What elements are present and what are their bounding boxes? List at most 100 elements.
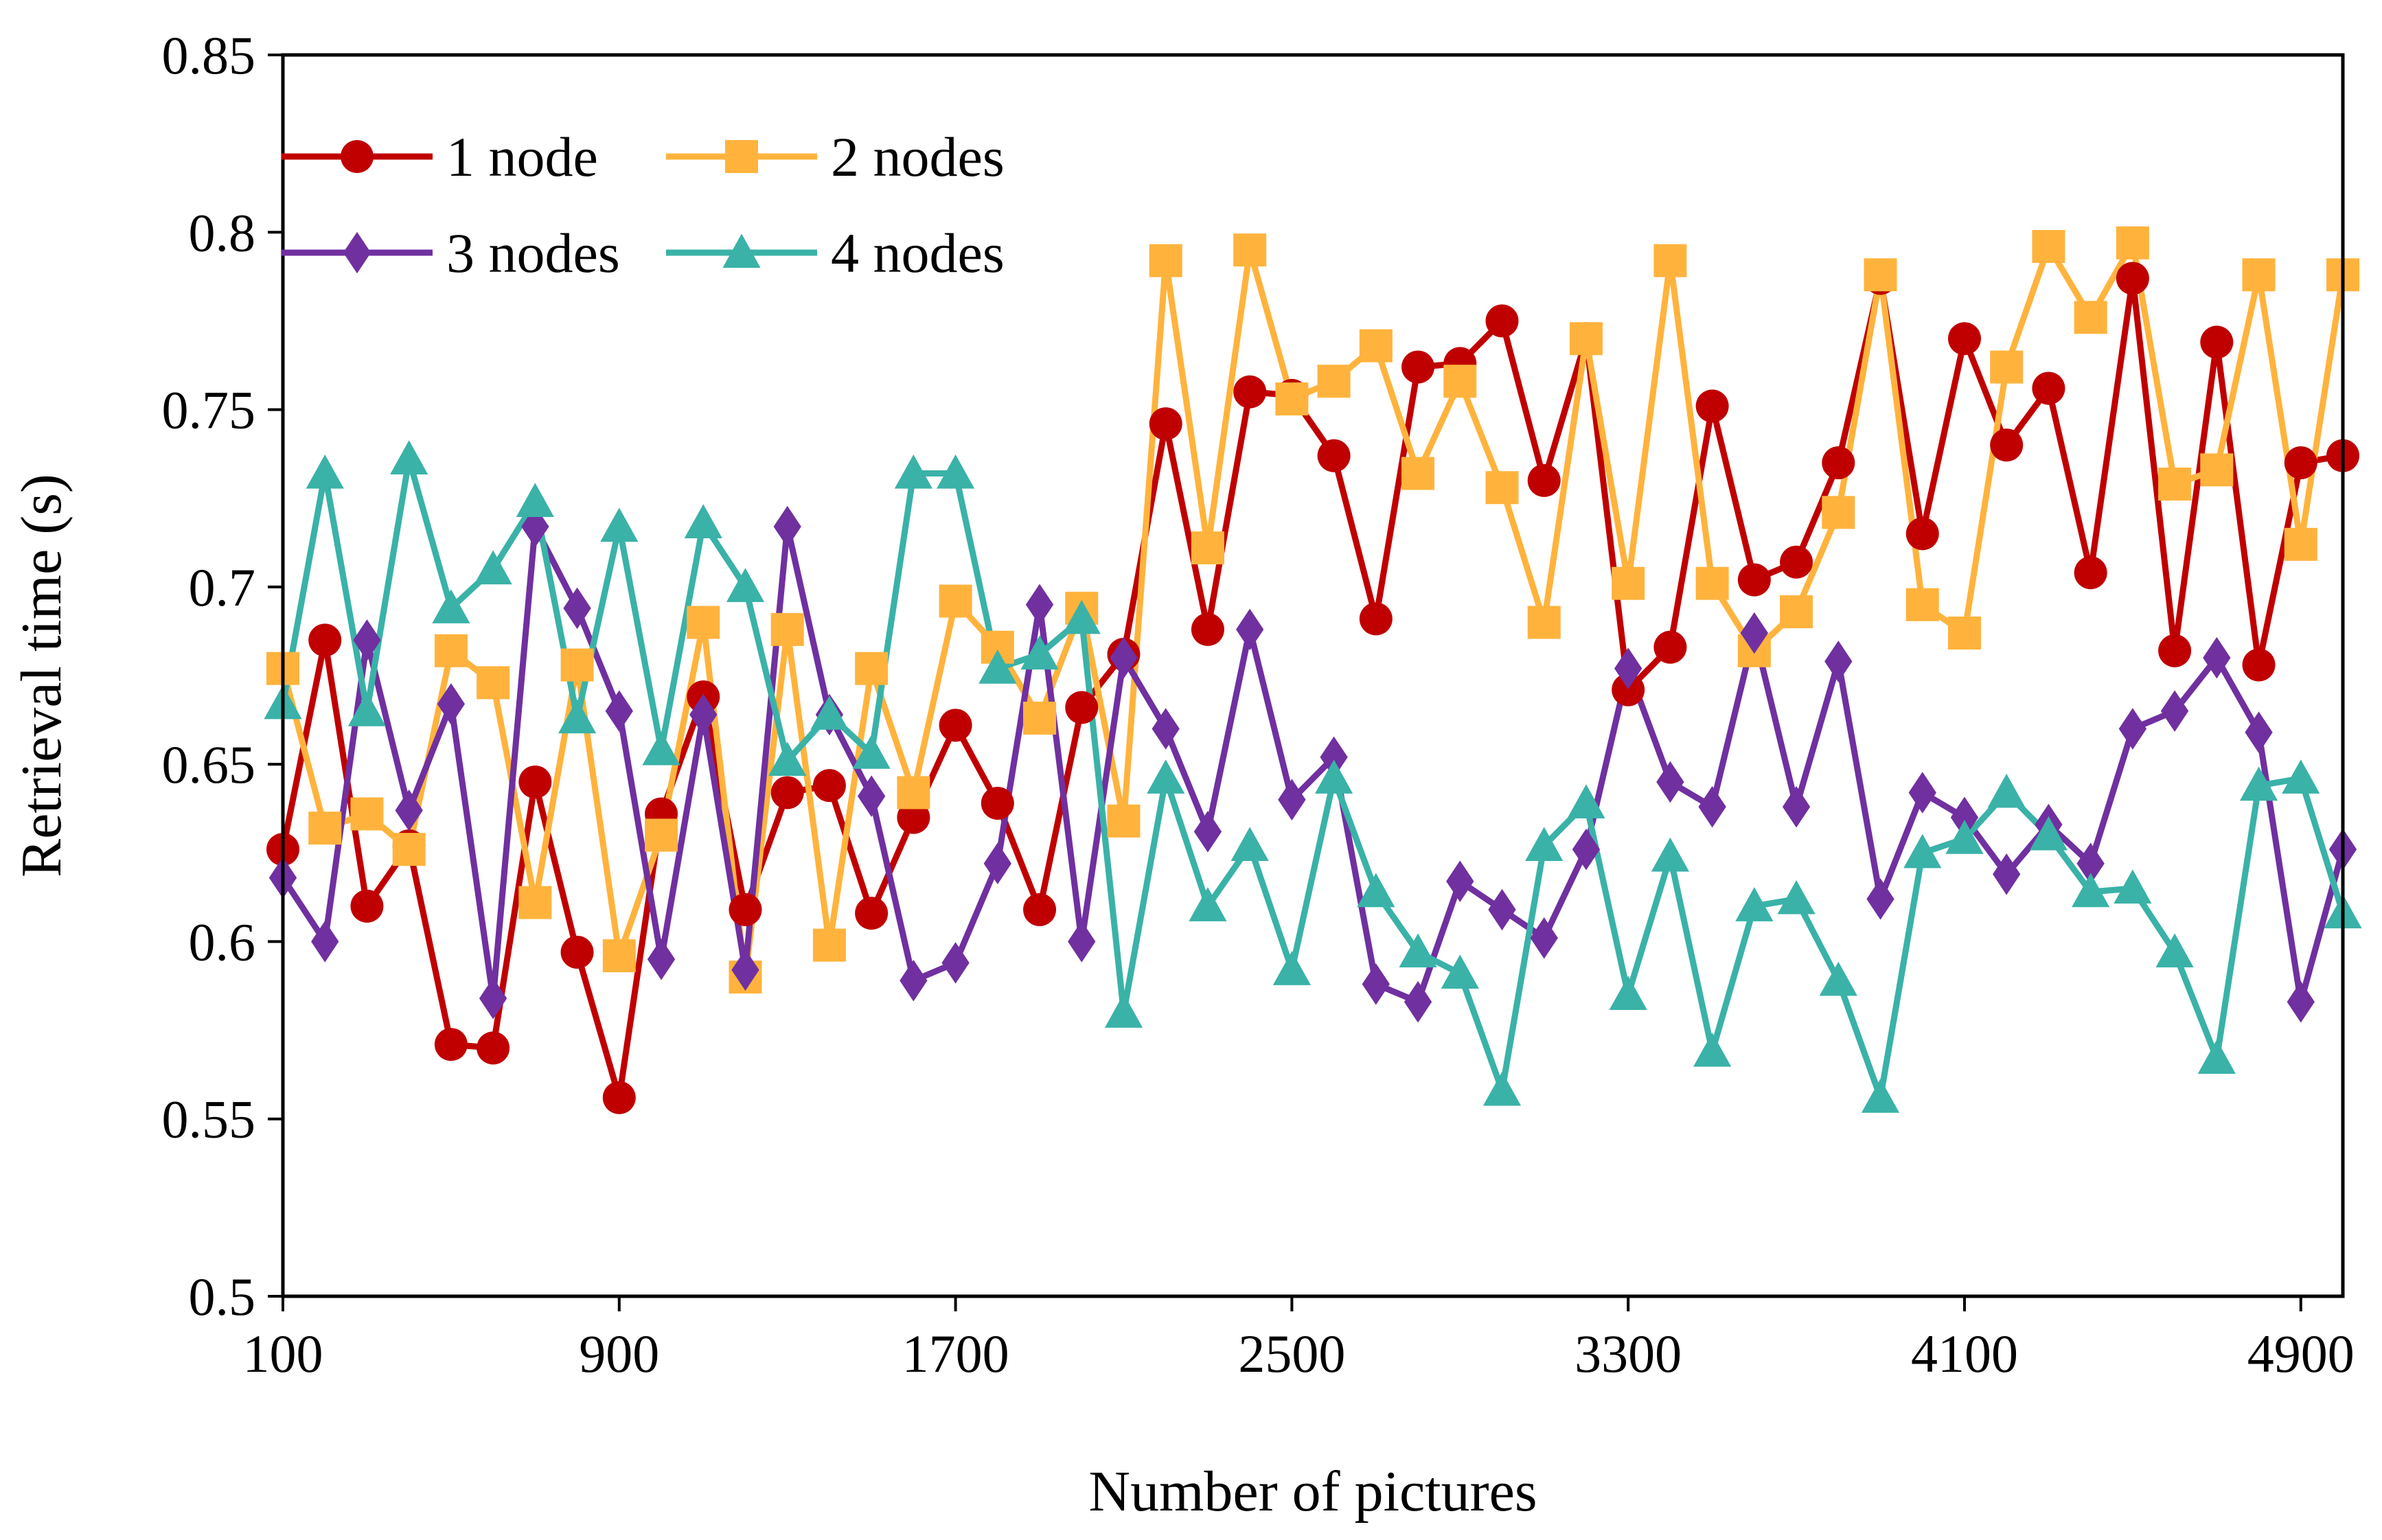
legend-marker-3-nodes bbox=[343, 231, 371, 274]
x-tick-label: 1700 bbox=[902, 1324, 1009, 1383]
data-point-2-nodes bbox=[1527, 606, 1561, 639]
data-point-4-nodes bbox=[810, 696, 849, 730]
data-point-3-nodes bbox=[1110, 636, 1138, 679]
data-point-2-nodes bbox=[770, 612, 804, 646]
data-point-3-nodes bbox=[2245, 711, 2273, 753]
data-point-3-nodes bbox=[1908, 772, 1936, 814]
data-point-1-node bbox=[1527, 463, 1561, 497]
data-point-1-node bbox=[1822, 446, 1855, 480]
legend-label-2-nodes: 2 nodes bbox=[831, 126, 1005, 188]
x-tick-label: 4100 bbox=[1911, 1324, 2018, 1383]
legend-label-1-node: 1 node bbox=[446, 126, 598, 188]
data-point-2-nodes bbox=[1947, 617, 1981, 650]
data-point-1-node bbox=[350, 889, 384, 923]
data-point-3-nodes bbox=[1782, 785, 1811, 828]
data-point-4-nodes bbox=[1525, 827, 1564, 862]
data-point-1-node bbox=[1737, 563, 1771, 597]
y-tick-label: 0.65 bbox=[162, 735, 256, 794]
data-point-3-nodes bbox=[1446, 860, 1474, 902]
data-point-3-nodes bbox=[1278, 779, 1306, 821]
data-point-4-nodes bbox=[1693, 1032, 1732, 1067]
data-point-4-nodes bbox=[1189, 887, 1227, 921]
data-point-4-nodes bbox=[432, 589, 470, 623]
data-point-3-nodes bbox=[689, 693, 718, 736]
data-point-2-nodes bbox=[1107, 804, 1141, 838]
data-point-4-nodes bbox=[1020, 635, 1059, 670]
data-point-2-nodes bbox=[1864, 258, 1897, 292]
data-point-1-node bbox=[560, 935, 594, 969]
data-point-4-nodes bbox=[1651, 837, 1690, 872]
data-point-2-nodes bbox=[1023, 701, 1057, 735]
data-point-2-nodes bbox=[939, 584, 972, 618]
data-point-4-nodes bbox=[600, 507, 639, 542]
data-point-4-nodes bbox=[894, 454, 932, 489]
data-point-3-nodes bbox=[1698, 785, 1726, 828]
data-point-1-node bbox=[1233, 375, 1267, 409]
data-point-2-nodes bbox=[1569, 322, 1603, 356]
data-point-3-nodes bbox=[605, 690, 633, 732]
data-point-1-node bbox=[518, 765, 552, 798]
data-point-1-node bbox=[897, 801, 930, 834]
data-point-4-nodes bbox=[1441, 954, 1479, 989]
data-point-4-nodes bbox=[1903, 834, 1942, 869]
data-point-4-nodes bbox=[1735, 887, 1774, 921]
data-point-1-node bbox=[1485, 304, 1519, 338]
data-point-3-nodes bbox=[1068, 921, 1096, 963]
data-point-4-nodes bbox=[1819, 961, 1857, 996]
x-tick-label: 3300 bbox=[1574, 1324, 1682, 1383]
data-point-4-nodes bbox=[684, 504, 722, 538]
data-point-3-nodes bbox=[1740, 612, 1769, 654]
data-point-4-nodes bbox=[1104, 993, 1143, 1028]
data-point-2-nodes bbox=[1149, 244, 1182, 277]
data-point-4-nodes bbox=[2197, 1039, 2236, 1074]
data-point-1-node bbox=[2158, 634, 2192, 667]
data-point-3-nodes bbox=[857, 775, 886, 817]
data-point-3-nodes bbox=[1488, 888, 1516, 931]
data-point-2-nodes bbox=[812, 928, 846, 962]
x-tick-label: 900 bbox=[579, 1324, 659, 1383]
data-point-3-nodes bbox=[1866, 878, 1894, 920]
data-point-2-nodes bbox=[518, 886, 552, 919]
y-tick-label: 0.85 bbox=[162, 25, 256, 85]
data-point-1-node bbox=[2284, 446, 2317, 480]
data-point-3-nodes bbox=[983, 842, 1011, 885]
data-point-1-node bbox=[1401, 350, 1435, 384]
series-line-1-node bbox=[279, 275, 2344, 1101]
data-point-4-nodes bbox=[1272, 951, 1311, 985]
data-point-2-nodes bbox=[560, 648, 594, 682]
data-point-2-nodes bbox=[1653, 244, 1687, 277]
data-point-2-nodes bbox=[1359, 329, 1393, 363]
data-point-2-nodes bbox=[1905, 588, 1939, 621]
data-point-1-node bbox=[729, 893, 762, 926]
data-point-1-node bbox=[1023, 893, 1057, 926]
data-point-4-nodes bbox=[1777, 880, 1816, 915]
data-point-4-nodes bbox=[1861, 1079, 1900, 1113]
legend-marker-4-nodes bbox=[722, 233, 761, 268]
data-point-2-nodes bbox=[1317, 365, 1351, 398]
legend-label-3-nodes: 3 nodes bbox=[446, 222, 620, 284]
data-point-3-nodes bbox=[731, 949, 759, 991]
data-point-4-nodes bbox=[390, 440, 428, 474]
data-point-1-node bbox=[434, 1028, 468, 1061]
data-point-1-node bbox=[855, 897, 889, 930]
data-point-2-nodes bbox=[434, 634, 468, 667]
data-point-3-nodes bbox=[941, 942, 970, 984]
data-point-2-nodes bbox=[687, 606, 720, 639]
data-point-3-nodes bbox=[1530, 917, 1558, 959]
data-point-2-nodes bbox=[2200, 453, 2234, 487]
data-point-2-nodes bbox=[645, 818, 678, 852]
data-point-3-nodes bbox=[1950, 796, 1979, 838]
data-point-4-nodes bbox=[1482, 1071, 1522, 1106]
plot-area-frame bbox=[281, 53, 2345, 1298]
data-point-1-node bbox=[2200, 325, 2234, 359]
data-point-4-nodes bbox=[936, 454, 975, 489]
data-point-4-nodes bbox=[2155, 933, 2194, 968]
data-point-1-node bbox=[770, 776, 804, 809]
y-axis-title: Retrieval time (s) bbox=[10, 474, 73, 877]
data-point-3-nodes bbox=[395, 790, 423, 831]
data-point-2-nodes bbox=[1695, 566, 1729, 600]
data-point-2-nodes bbox=[1485, 471, 1519, 505]
data-point-3-nodes bbox=[900, 960, 928, 1002]
data-point-1-node bbox=[981, 786, 1014, 820]
data-point-3-nodes bbox=[773, 505, 801, 548]
